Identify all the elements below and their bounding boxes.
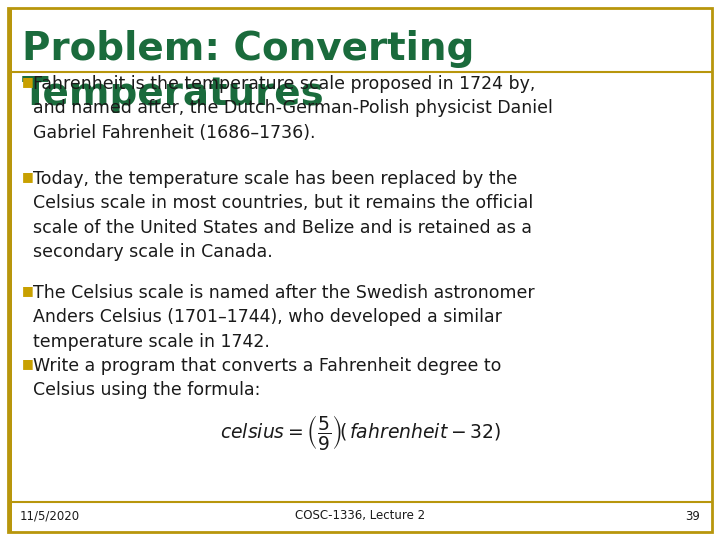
Text: ■: ■ <box>22 170 34 183</box>
Bar <box>8 8 12 532</box>
Text: ■: ■ <box>22 75 34 88</box>
Text: The Celsius scale is named after the Swedish astronomer
Anders Celsius (1701–174: The Celsius scale is named after the Swe… <box>33 284 535 350</box>
Text: 11/5/2020: 11/5/2020 <box>20 510 80 523</box>
Text: $\mathit{celsius} = \left(\dfrac{5}{9}\right)\!\left(\,\mathit{fahrenheit} - 32\: $\mathit{celsius} = \left(\dfrac{5}{9}\r… <box>220 413 500 451</box>
Text: ■: ■ <box>22 357 34 370</box>
Text: COSC-1336, Lecture 2: COSC-1336, Lecture 2 <box>295 510 425 523</box>
Text: Fahrenheit is the temperature scale proposed in 1724 by,
and named after, the Du: Fahrenheit is the temperature scale prop… <box>33 75 553 141</box>
Text: Problem: Converting: Problem: Converting <box>22 30 474 68</box>
Text: ■: ■ <box>22 284 34 297</box>
Text: 39: 39 <box>685 510 700 523</box>
Text: Temperatures: Temperatures <box>22 75 325 113</box>
Text: Today, the temperature scale has been replaced by the
Celsius scale in most coun: Today, the temperature scale has been re… <box>33 170 534 261</box>
Text: Write a program that converts a Fahrenheit degree to
Celsius using the formula:: Write a program that converts a Fahrenhe… <box>33 357 501 399</box>
